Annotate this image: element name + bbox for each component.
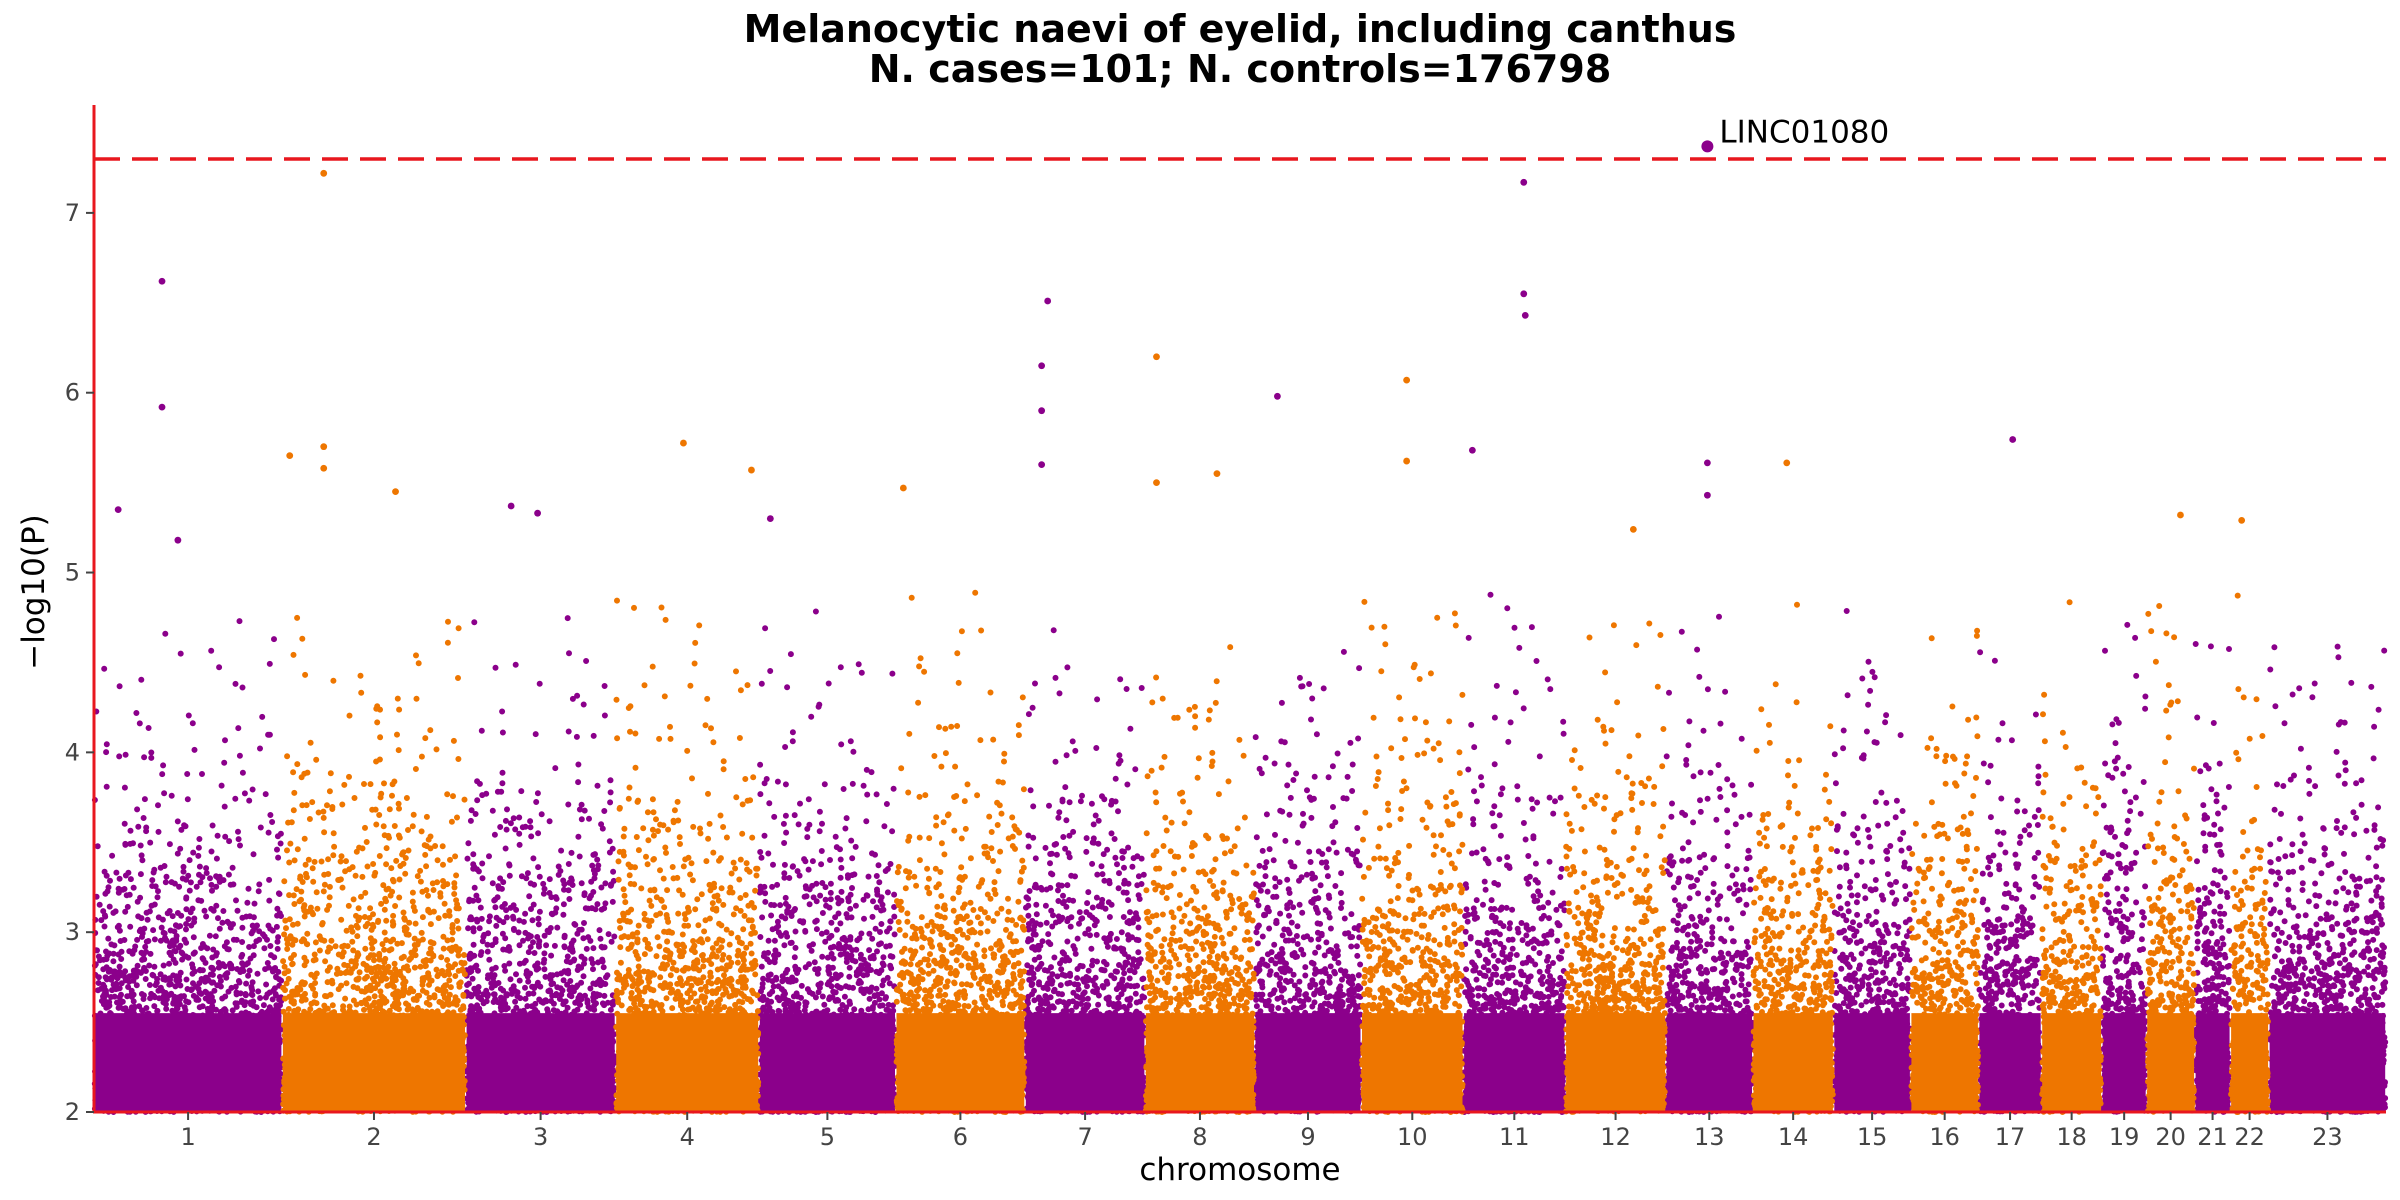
top-hit-point-3 [174, 536, 182, 544]
top-hit-point-25 [1468, 446, 1476, 454]
points-even-chromosomes [280, 589, 2272, 1115]
top-hit-point-13 [766, 515, 774, 522]
top-hit-point-23 [1403, 376, 1411, 384]
x-axis-label: chromosome [1139, 1152, 1340, 1188]
top-hit-point-19 [1153, 353, 1160, 361]
top-hit-point-32 [1703, 491, 1711, 499]
x-tick-label-5: 5 [820, 1123, 835, 1151]
x-tick-label-12: 12 [1600, 1123, 1631, 1151]
top-hit-point-1 [158, 403, 166, 411]
x-tick-label-8: 8 [1192, 1123, 1207, 1151]
annotations: LINC01080 [1719, 114, 1889, 150]
top-hit-points [114, 140, 2246, 544]
top-hit-point-8 [392, 488, 399, 496]
top-hit-point-2 [114, 506, 122, 513]
chart-subtitle: N. cases=101; N. controls=176798 [869, 47, 1612, 91]
top-hit-point-11 [680, 439, 687, 447]
top-hit-point-9 [507, 502, 515, 510]
y-tick-label-3: 3 [65, 918, 80, 946]
x-tick-label-2: 2 [366, 1123, 381, 1151]
x-tick-label-9: 9 [1300, 1123, 1315, 1151]
x-tick-label-17: 17 [1995, 1123, 2026, 1151]
top-hit-point-0 [158, 277, 166, 285]
x-tick-label-16: 16 [1929, 1123, 1960, 1151]
x-tick-label-22: 22 [2234, 1123, 2265, 1151]
top-hit-point-29 [1629, 525, 1637, 533]
top-hit-point-18 [1038, 461, 1046, 469]
top-hit-point-12 [748, 466, 755, 474]
top-hit-point-21 [1213, 470, 1221, 478]
top-hit-point-24 [1403, 457, 1411, 465]
x-tick-label-15: 15 [1857, 1123, 1888, 1151]
x-tick-label-3: 3 [533, 1123, 548, 1151]
top-hit-point-4 [320, 169, 328, 177]
top-hit-point-30 [1701, 140, 1714, 153]
x-tick-label-20: 20 [2155, 1123, 2186, 1151]
chart-title: Melanocytic naevi of eyelid, including c… [744, 7, 1737, 51]
top-hit-point-27 [1520, 290, 1528, 298]
top-hit-point-26 [1520, 178, 1528, 186]
y-tick-label-5: 5 [65, 559, 80, 587]
x-tick-label-10: 10 [1397, 1123, 1428, 1151]
y-tick-label-2: 2 [65, 1098, 80, 1126]
top-hit-point-17 [1038, 407, 1046, 415]
x-tick-label-19: 19 [2109, 1123, 2140, 1151]
y-tick-label-6: 6 [65, 379, 80, 407]
top-hit-point-10 [534, 509, 541, 517]
x-tick-label-23: 23 [2312, 1123, 2343, 1151]
top-hit-point-15 [1044, 297, 1052, 305]
top-hit-point-35 [2177, 511, 2184, 519]
top-hit-point-36 [2238, 516, 2246, 524]
x-tick-label-18: 18 [2056, 1123, 2087, 1151]
top-hit-point-22 [1274, 392, 1281, 400]
y-axis-label: −log10(P) [16, 514, 52, 670]
x-tick-label-14: 14 [1778, 1123, 1809, 1151]
x-tick-label-6: 6 [953, 1123, 968, 1151]
top-hit-point-6 [320, 443, 328, 451]
data-points [91, 589, 2389, 1115]
y-tick-label-7: 7 [65, 199, 80, 227]
top-hit-point-5 [286, 452, 294, 460]
x-tick-label-4: 4 [680, 1123, 695, 1151]
x-tick-label-21: 21 [2197, 1123, 2228, 1151]
top-hit-point-28 [1521, 311, 1529, 319]
x-tick-label-1: 1 [180, 1123, 195, 1151]
top-hit-point-14 [899, 484, 907, 492]
top-hit-point-20 [1153, 479, 1160, 487]
top-hit-point-31 [1703, 459, 1711, 467]
x-tick-label-11: 11 [1499, 1123, 1530, 1151]
axes [92, 105, 2386, 1114]
top-hit-point-16 [1038, 362, 1046, 370]
top-hit-point-7 [320, 464, 328, 472]
y-tick-label-4: 4 [65, 738, 80, 766]
annotation-0: LINC01080 [1719, 114, 1889, 150]
top-hit-point-33 [1783, 459, 1791, 467]
x-tick-label-13: 13 [1694, 1123, 1725, 1151]
x-tick-label-7: 7 [1077, 1123, 1092, 1151]
top-hit-point-34 [2009, 436, 2017, 443]
